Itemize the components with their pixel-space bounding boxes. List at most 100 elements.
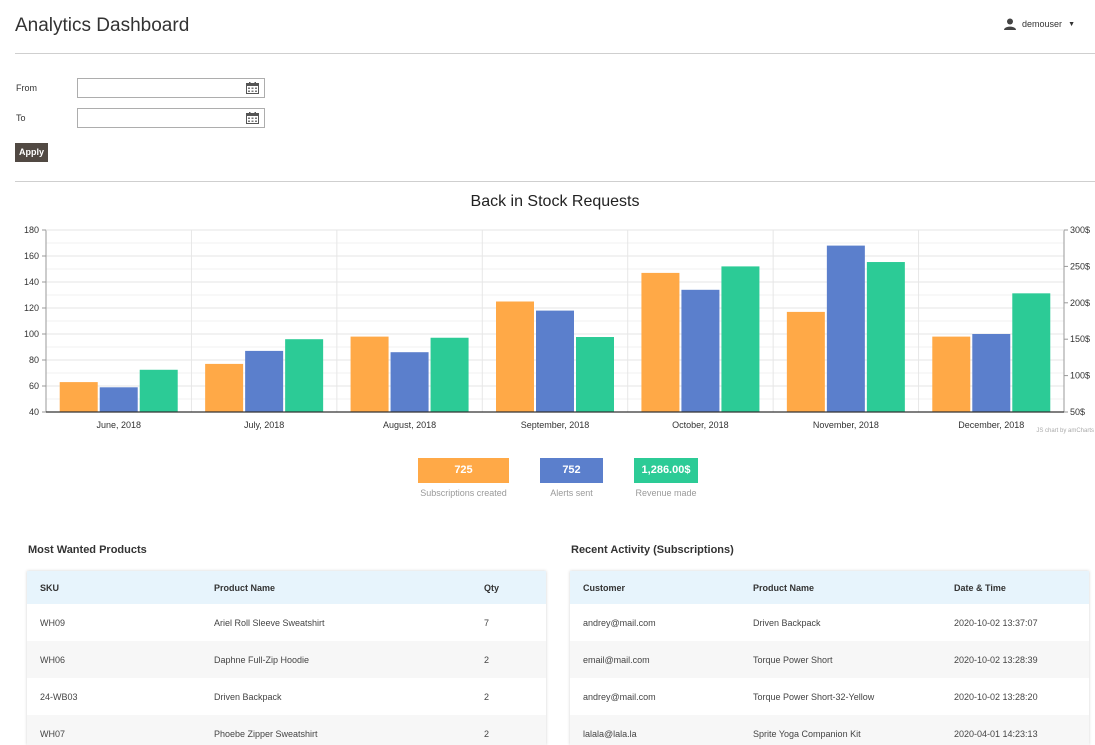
product-name-cell: Ariel Roll Sleeve Sweatshirt [214, 617, 325, 628]
y-tick-label: 140 [24, 277, 39, 287]
chart-credit: JS chart by amCharts [1036, 428, 1094, 434]
column-header[interactable]: Customer [570, 571, 740, 604]
chart-bar [932, 336, 971, 412]
customer-cell: andrey@mail.com [583, 617, 656, 628]
date-time-cell: 2020-10-02 13:28:39 [941, 641, 1089, 678]
most-wanted-table: SKU Product Name Qty WH09 Ariel Roll Sle… [27, 571, 546, 745]
sku-cell: WH07 [27, 715, 201, 745]
y-tick-label: 160 [24, 251, 39, 261]
apply-button[interactable]: Apply [15, 143, 48, 162]
recent-activity-table: Customer Product Name Date & Time andrey… [570, 571, 1089, 745]
y2-tick-label: 100$ [1070, 371, 1090, 381]
chart-bar [786, 311, 825, 412]
column-header[interactable]: Product Name [201, 571, 471, 604]
column-header[interactable]: Date & Time [941, 571, 1089, 604]
calendar-icon[interactable] [246, 112, 259, 124]
y2-tick-label: 250$ [1070, 261, 1090, 271]
stat-revenue: 1,286.00$ Revenue made [634, 458, 698, 498]
chart-bar [576, 337, 614, 412]
customer-cell: andrey@mail.com [583, 691, 656, 702]
user-menu[interactable]: demouser ▼ [1004, 18, 1075, 30]
x-tick-label: November, 2018 [813, 420, 879, 430]
chart-bar [972, 334, 1011, 412]
customer-cell: lalala@lala.la [570, 715, 740, 745]
chart-bar [721, 266, 760, 412]
from-row: From [16, 78, 265, 98]
table-row[interactable]: WH07 Phoebe Zipper Sweatshirt 2 [27, 715, 546, 745]
product-name-cell: Torque Power Short [740, 641, 941, 678]
sku-cell: WH06 [27, 641, 201, 678]
column-header[interactable]: Product Name [740, 571, 941, 604]
column-header[interactable]: Qty [471, 571, 546, 604]
stat-value: 752 [540, 458, 603, 483]
x-tick-label: December, 2018 [958, 420, 1024, 430]
chart-bar [350, 336, 389, 412]
column-header[interactable]: SKU [27, 571, 201, 604]
stat-caption: Alerts sent [550, 488, 593, 498]
chart-bar [245, 350, 284, 412]
chevron-down-icon: ▼ [1068, 20, 1075, 28]
stat-subscriptions: 725 Subscriptions created [418, 458, 509, 498]
chart-bar [1012, 293, 1051, 412]
x-tick-label: August, 2018 [383, 420, 436, 430]
y2-tick-label: 150$ [1070, 334, 1090, 344]
stat-value: 1,286.00$ [634, 458, 698, 483]
sku-cell: WH09 [40, 617, 66, 628]
to-row: To [16, 108, 265, 128]
stat-alerts: 752 Alerts sent [540, 458, 603, 498]
qty-cell: 2 [484, 691, 490, 702]
table-row[interactable]: andrey@mail.com Driven Backpack 2020-10-… [570, 604, 1089, 641]
x-tick-label: October, 2018 [672, 420, 729, 430]
y-tick-label: 100 [24, 329, 39, 339]
to-label: To [16, 113, 26, 123]
product-name-cell: Driven Backpack [753, 617, 821, 628]
table-header-row: Customer Product Name Date & Time [570, 571, 1089, 604]
to-date-input[interactable] [77, 108, 265, 128]
chart-bar [285, 339, 324, 412]
most-wanted-title: Most Wanted Products [28, 544, 147, 556]
table-row[interactable]: andrey@mail.com Torque Power Short-32-Ye… [570, 678, 1089, 715]
chart-title: Back in Stock Requests [470, 193, 640, 210]
table-row[interactable]: lalala@lala.la Sprite Yoga Companion Kit… [570, 715, 1089, 745]
chart-bar [430, 337, 469, 412]
qty-cell: 2 [471, 715, 546, 745]
chart-bar [536, 310, 574, 412]
user-icon [1004, 18, 1017, 30]
x-tick-label: June, 2018 [96, 420, 141, 430]
x-tick-label: September, 2018 [521, 420, 590, 430]
sku-cell: 24-WB03 [40, 691, 78, 702]
y2-tick-label: 300$ [1070, 225, 1090, 235]
chart-bar [681, 289, 720, 412]
calendar-icon[interactable] [246, 82, 259, 94]
chart-bar [826, 245, 865, 412]
stat-value: 725 [418, 458, 509, 483]
divider [15, 53, 1095, 54]
x-tick-label: July, 2018 [244, 420, 284, 430]
qty-cell: 2 [471, 641, 546, 678]
chart-bar [99, 387, 138, 412]
y2-tick-label: 200$ [1070, 298, 1090, 308]
date-time-cell: 2020-04-01 14:23:13 [941, 715, 1089, 745]
qty-cell: 7 [484, 617, 490, 628]
y-tick-label: 40 [29, 407, 39, 417]
table-row[interactable]: email@mail.com Torque Power Short 2020-1… [570, 641, 1089, 678]
product-name-cell: Phoebe Zipper Sweatshirt [201, 715, 471, 745]
table-row[interactable]: 24-WB03 Driven Backpack 2 [27, 678, 546, 715]
chart-bar [390, 352, 429, 412]
stat-caption: Subscriptions created [420, 488, 507, 498]
date-time-cell: 2020-10-02 13:28:20 [954, 691, 1038, 702]
y2-tick-label: 50$ [1070, 407, 1085, 417]
table-row[interactable]: WH06 Daphne Full-Zip Hoodie 2 [27, 641, 546, 678]
username: demouser [1022, 19, 1063, 29]
chart-bar [496, 301, 534, 412]
chart-bar [866, 262, 905, 412]
from-label: From [16, 83, 37, 93]
page-title: Analytics Dashboard [15, 15, 190, 36]
product-name-cell: Driven Backpack [214, 691, 282, 702]
y-tick-label: 120 [24, 303, 39, 313]
from-date-input[interactable] [77, 78, 265, 98]
y-tick-label: 60 [29, 381, 39, 391]
table-row[interactable]: WH09 Ariel Roll Sleeve Sweatshirt 7 [27, 604, 546, 641]
customer-cell: email@mail.com [570, 641, 740, 678]
date-time-cell: 2020-10-02 13:37:07 [954, 617, 1038, 628]
